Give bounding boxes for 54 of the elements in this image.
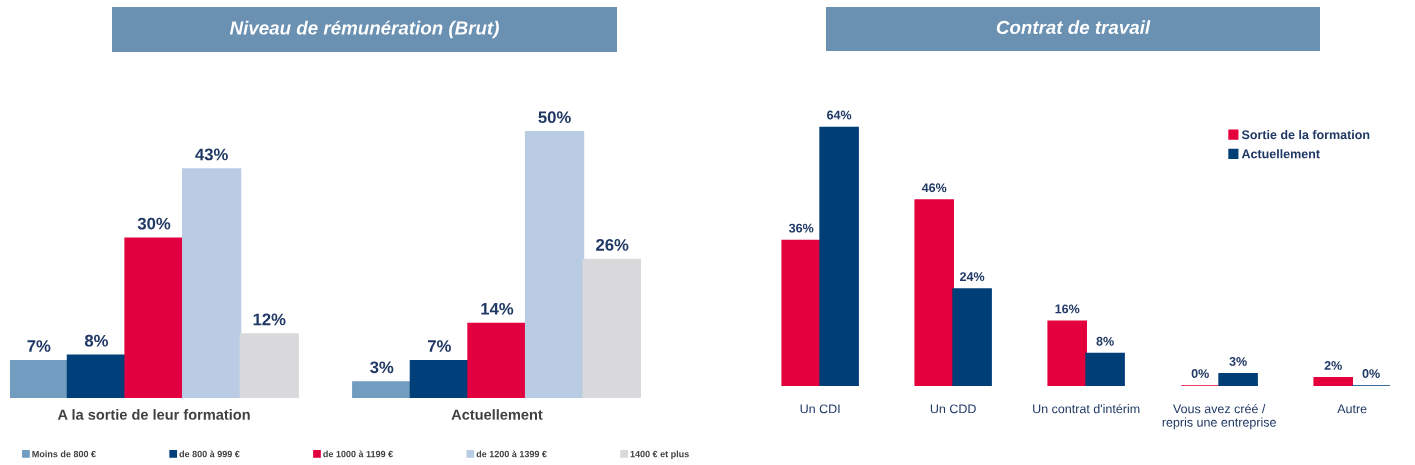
data-label: 46%	[921, 183, 947, 193]
bar	[352, 381, 412, 398]
legend-label: de 1000 à 1199 €	[323, 450, 393, 458]
bar	[239, 333, 299, 398]
bar	[409, 359, 469, 398]
x-tick-label: Un CDD	[930, 404, 976, 414]
data-label: 50%	[538, 111, 571, 124]
data-label: 3%	[370, 361, 394, 374]
legend-label: Moins de 800 €	[32, 450, 96, 458]
bar	[1313, 377, 1353, 386]
data-label: 7%	[27, 340, 51, 352]
bar	[66, 354, 127, 398]
data-label: 43%	[195, 148, 228, 161]
bar	[582, 258, 641, 398]
bar	[182, 168, 242, 398]
data-label: 14%	[481, 302, 514, 315]
x-tick-label: Un CDI	[800, 404, 840, 414]
x-tick-label: Actuellement	[451, 409, 543, 420]
data-label: 3%	[1229, 357, 1247, 366]
bar	[10, 359, 69, 398]
data-label: 12%	[253, 313, 286, 326]
data-label: 7%	[428, 340, 451, 352]
x-tick-label: A la sortie de leur formation	[57, 409, 250, 420]
x-tick-label: Autre	[1337, 404, 1367, 414]
bar	[1218, 373, 1258, 386]
bar	[124, 237, 184, 398]
x-tick-label: Vous avez créé / repris une entreprise	[1162, 403, 1276, 430]
data-label: 2%	[1324, 361, 1342, 370]
bar	[1047, 320, 1087, 386]
legend-label: de 1200 à 1399 €	[476, 450, 547, 458]
legend-label: Actuellement	[1241, 149, 1320, 159]
bar	[1085, 352, 1125, 386]
chart-title: Contrat de travail	[996, 20, 1151, 35]
data-label: 26%	[596, 238, 629, 251]
chart-title: Niveau de rémunération (Brut)	[229, 20, 499, 39]
data-label: 8%	[1096, 336, 1114, 346]
legend-label: Sortie de la formation	[1241, 130, 1370, 140]
data-label: 24%	[960, 272, 985, 281]
bar	[781, 239, 821, 386]
data-label: 30%	[137, 217, 171, 230]
bar	[914, 199, 954, 386]
data-label: 0%	[1362, 369, 1380, 378]
data-label: 16%	[1055, 304, 1080, 314]
legend-label: de 800 à 999 €	[179, 450, 240, 458]
data-label: 0%	[1191, 369, 1209, 378]
bar	[524, 131, 585, 398]
data-label: 64%	[827, 110, 852, 120]
bar	[952, 288, 992, 386]
bar	[467, 322, 527, 398]
data-label: 8%	[84, 334, 109, 347]
x-tick-label: Un contrat d'intérim	[1033, 403, 1140, 414]
legend-label: 1400 € et plus	[630, 450, 689, 459]
bar	[819, 126, 859, 386]
data-label: 36%	[788, 223, 814, 233]
